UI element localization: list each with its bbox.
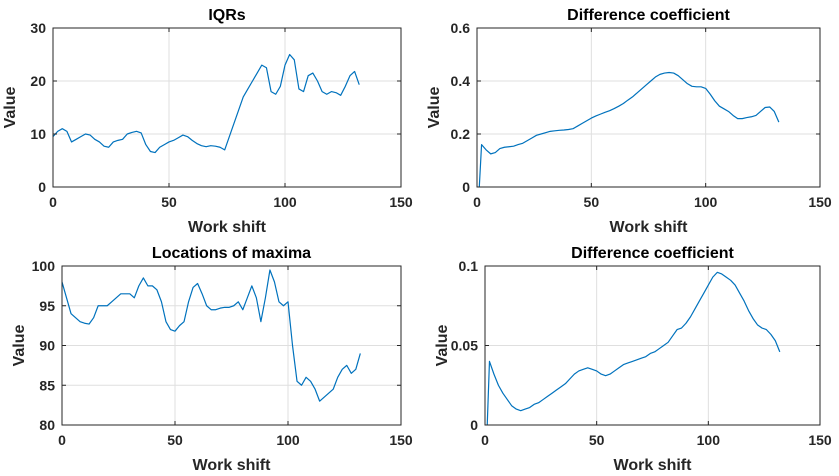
x-tick-label: 150 (808, 194, 832, 210)
chart-panel-3: 0 50 100 150 80 85 90 95 100 Locations of maxima W… (11, 245, 413, 474)
y-tick-label: 90 (39, 338, 55, 354)
series-line (52, 53, 360, 154)
y-tick-label: 0 (38, 179, 46, 195)
y-tick-label: 100 (32, 258, 56, 274)
x-tick-label: 50 (167, 432, 183, 448)
y-tick-label: 0 (462, 179, 470, 195)
y-tick-label: 80 (39, 417, 55, 433)
y-tick-label: 30 (30, 20, 46, 36)
chart-title: IQRs (208, 7, 245, 24)
x-tick-label: 0 (481, 432, 489, 448)
y-tick-label: 85 (39, 377, 55, 393)
series-line (486, 271, 781, 426)
chart-panel-2: 0 50 100 150 0 0.2 0.4 0.6 Difference coefficien… (426, 7, 832, 236)
y-tick-label: 20 (30, 73, 46, 89)
x-axis-label: Work shift (188, 219, 267, 236)
y-tick-label: 0.05 (451, 338, 478, 354)
x-tick-label: 50 (589, 432, 605, 448)
y-axis-label: Value (434, 325, 451, 367)
x-tick-label: 100 (276, 432, 300, 448)
chart-title: Difference coefficient (567, 7, 730, 24)
x-tick-label: 0 (58, 432, 66, 448)
y-tick-label: 10 (30, 126, 46, 142)
chart-title: Difference coefficient (571, 245, 734, 262)
y-tick-label: 0.4 (451, 73, 471, 89)
y-axis-label: Value (426, 87, 443, 129)
y-tick-label: 95 (39, 298, 55, 314)
x-tick-label: 0 (473, 194, 481, 210)
plot-area (53, 28, 401, 187)
y-tick-label: 0.6 (451, 20, 471, 36)
y-axis-label: Value (2, 87, 19, 129)
chart-panel-1: 0 50 100 150 0 10 20 30 IQRs Work shift Value (2, 7, 413, 236)
series-line (61, 269, 361, 402)
x-tick-label: 100 (697, 432, 721, 448)
y-axis-label: Value (11, 325, 28, 367)
plot-area (477, 28, 820, 187)
x-tick-label: 100 (273, 194, 297, 210)
y-tick-label: 0.1 (459, 258, 479, 274)
x-tick-label: 0 (49, 194, 57, 210)
x-axis-label: Work shift (614, 457, 693, 474)
series-line (478, 71, 780, 188)
chart-panel-4: 0 50 100 150 0 0.05 0.1 Difference coefficient W… (434, 245, 832, 474)
x-axis-label: Work shift (193, 457, 272, 474)
x-tick-label: 150 (389, 194, 413, 210)
y-tick-label: 0.2 (451, 126, 471, 142)
axes-box (476, 27, 821, 188)
x-tick-label: 50 (584, 194, 600, 210)
x-tick-label: 150 (808, 432, 832, 448)
x-tick-label: 100 (694, 194, 718, 210)
x-axis-label: Work shift (610, 219, 689, 236)
x-tick-label: 150 (389, 432, 413, 448)
chart-title: Locations of maxima (152, 245, 311, 262)
x-tick-label: 50 (161, 194, 177, 210)
y-tick-label: 0 (470, 417, 478, 433)
axes-box (52, 27, 402, 188)
